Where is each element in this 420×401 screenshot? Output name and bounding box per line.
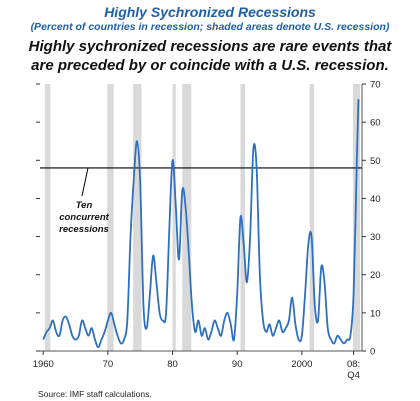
recession-band-0 [44,84,51,351]
recession-band-5 [240,84,245,351]
series-group [42,99,360,349]
x-tick-label-2: 80 [167,359,178,370]
x-tick-label-1: 70 [103,359,114,370]
chart-title: Highly Sychronized Recessions [104,4,316,20]
y-tick-label-3: 30 [370,232,381,243]
headline-line-1: Highly sychronized recessions are rare e… [28,38,392,55]
headline: Highly sychronized recessions are rare e… [0,37,420,75]
y-tick-label-6: 60 [370,118,381,129]
y-tick-label-0: 0 [370,347,375,358]
recession-band-3 [172,84,176,351]
axes-group: 0 10 20 30 40 50 60 70 1960 70 80 90 2000 08:Q4 [33,80,381,382]
x-tick-label-2-5: Q4 [347,370,360,381]
y-tick-label-5: 50 [370,156,381,167]
y-tick-label-2: 20 [370,270,381,281]
annotation-line-1: concurrent [59,212,109,223]
y-tick-label-7: 70 [370,80,381,91]
chart-subtitle: (Percent of countries in recession; shad… [30,21,390,33]
source-note: Source: IMF staff calculations. [38,389,152,399]
headline-line-2: are preceded by or coincide with a U.S. … [31,57,389,74]
recession-band-6 [309,84,315,351]
recession-band-1 [107,84,114,351]
y-tick-label-1: 10 [370,308,381,319]
annotation-line-2: recessions [59,224,109,235]
series-line-0 [42,99,360,349]
x-tick-label-3: 90 [232,359,243,370]
annotation-pointer [81,167,89,197]
x-tick-label-0: 1960 [33,359,54,370]
recession-band-2 [133,84,142,351]
y-tick-label-4: 40 [370,194,381,205]
x-tick-label-5: 08: [347,359,360,370]
annotation-line-0: Ten [76,200,93,211]
x-tick-label-4: 2000 [291,359,312,370]
recession-band-7 [352,84,361,351]
